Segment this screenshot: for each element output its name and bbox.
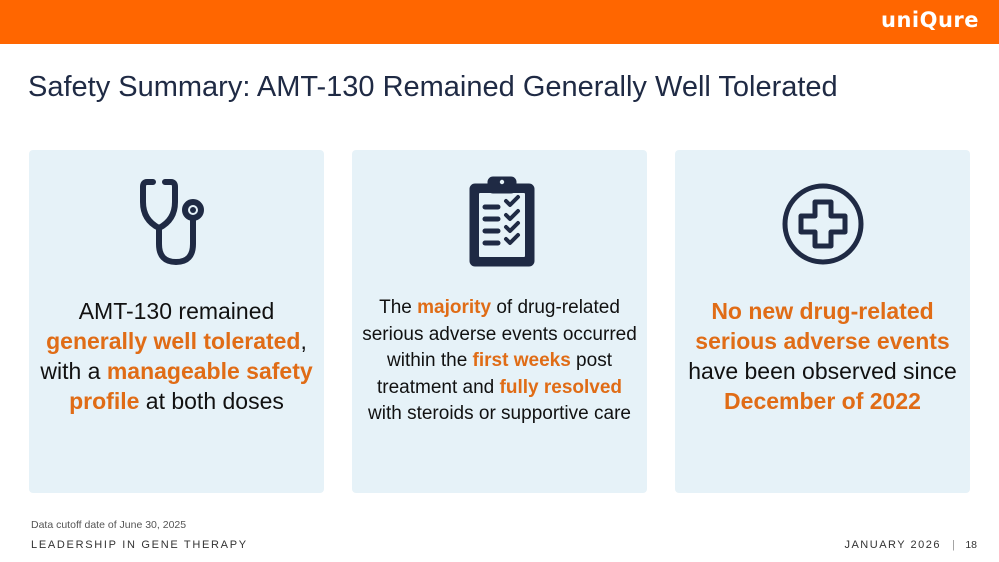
footer-date-page: JANUARY 2026 | 18 (844, 539, 977, 551)
card1-highlight-safety-profile: manageable safety profile (69, 358, 313, 414)
card-no-new-events: No new drug-related serious adverse even… (675, 150, 970, 493)
card-tolerability: AMT-130 remained generally well tolerate… (29, 150, 324, 493)
uniqure-logo: uniQure (881, 8, 979, 32)
card2-highlight-majority: majority (417, 297, 492, 318)
medical-cross-icon (773, 174, 873, 274)
footer-tagline: LEADERSHIP IN GENE THERAPY (31, 539, 248, 551)
card2-text-part: of drug-related serious adverse events o… (362, 297, 637, 371)
card3-highlight-date: December of 2022 (724, 388, 921, 414)
stethoscope-icon (127, 174, 227, 274)
card1-highlight-tolerated: generally well tolerated (46, 328, 301, 354)
page-number: 18 (965, 539, 977, 551)
card2-text-part: The (379, 297, 418, 318)
clipboard-checklist-icon (450, 174, 550, 274)
card2-text-part: with steroids or supportive care (368, 403, 631, 424)
footer-date: JANUARY 2026 (844, 539, 941, 551)
card2-highlight-first-weeks: first weeks (472, 350, 571, 371)
card1-text-part: at both doses (139, 388, 284, 414)
page-title: Safety Summary: AMT-130 Remained General… (28, 71, 838, 103)
card2-text-part: post treatment and (376, 350, 612, 398)
data-cutoff-footnote: Data cutoff date of June 30, 2025 (31, 519, 187, 531)
top-brand-bar: uniQure (0, 0, 999, 44)
card1-text-part: AMT-130 remained (78, 298, 275, 324)
card-serious-adverse-events-text: The majority of drug-related serious adv… (362, 295, 637, 428)
card-no-new-events-text: No new drug-related serious adverse even… (685, 296, 960, 416)
card3-highlight-no-new-events: No new drug-related serious adverse even… (695, 298, 950, 354)
card2-highlight-fully-resolved: fully resolved (499, 376, 623, 398)
card-serious-adverse-events: The majority of drug-related serious adv… (352, 150, 647, 493)
card-tolerability-text: AMT-130 remained generally well tolerate… (39, 296, 314, 416)
card3-text-part: have been observed since (688, 358, 957, 384)
card1-text-part: , with a (40, 328, 307, 384)
footer-separator: | (951, 539, 957, 551)
